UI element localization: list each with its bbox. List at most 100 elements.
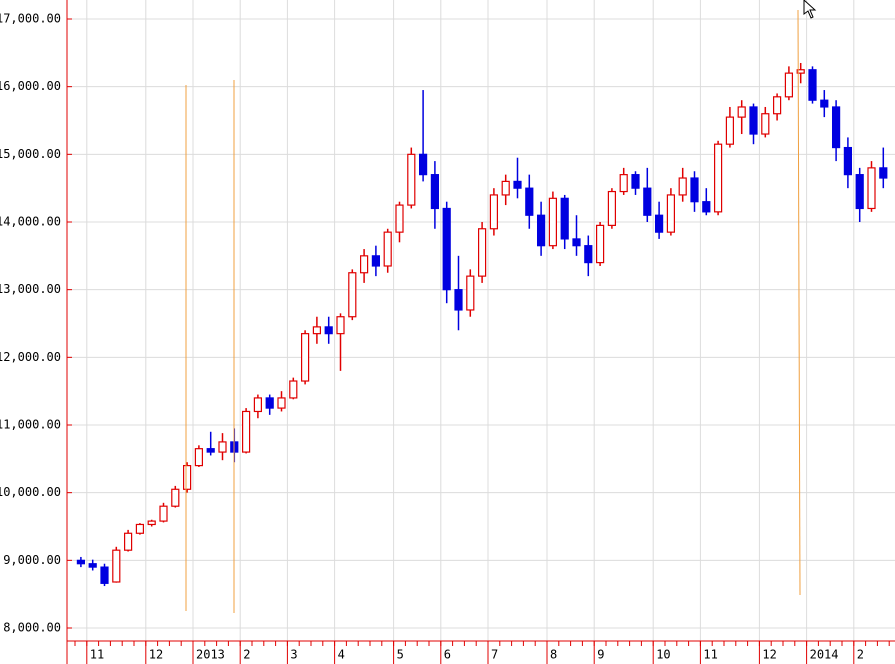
candle-body <box>242 410 251 453</box>
x-tick-label: 5 <box>397 648 404 662</box>
y-tick-label: 13,000.00 <box>0 282 61 296</box>
candle-body <box>466 275 475 311</box>
candle-body <box>737 106 746 118</box>
y-tick-label: 11,000.00 <box>0 418 61 432</box>
candle-body <box>348 272 357 318</box>
candle-body <box>548 197 558 247</box>
x-tick-label: 12 <box>762 648 776 662</box>
x-tick-label: 2014 <box>810 648 839 662</box>
candle-body <box>159 505 168 522</box>
candle-body <box>454 289 463 311</box>
candle-body <box>536 214 546 247</box>
candle-body <box>843 146 853 176</box>
candle-body <box>371 255 380 267</box>
y-tick-label: 9,000.00 <box>3 553 61 567</box>
candle-body <box>253 397 262 413</box>
candle-body <box>360 255 369 274</box>
candle-body <box>725 116 735 145</box>
candle-body <box>796 69 805 74</box>
candle-body <box>123 532 133 551</box>
y-tick-label: 15,000.00 <box>0 147 61 161</box>
candle-body <box>419 153 428 176</box>
candle-body <box>312 326 321 335</box>
candle-body <box>631 174 640 189</box>
candle-body <box>277 397 286 409</box>
candle-body <box>324 326 333 335</box>
x-tick-label: 9 <box>597 648 604 662</box>
candle-body <box>784 72 794 98</box>
candle-body <box>76 559 86 565</box>
candle-body <box>265 397 274 409</box>
candle-body <box>666 194 676 233</box>
candle-body <box>395 204 404 233</box>
x-tick-label: 4 <box>338 648 345 662</box>
y-tick-label: 16,000.00 <box>0 79 61 93</box>
candle-body <box>336 316 345 335</box>
candle-body <box>88 563 97 568</box>
candle-body <box>525 187 534 216</box>
candle-body <box>678 177 687 196</box>
candle-body <box>702 201 711 213</box>
candle-body <box>112 549 121 583</box>
y-tick-label: 10,000.00 <box>0 485 61 499</box>
candle-body <box>289 380 298 399</box>
y-tick-label: 14,000.00 <box>0 215 61 229</box>
x-tick-label: 8 <box>550 648 557 662</box>
candle-body <box>301 333 310 382</box>
x-tick-label: 6 <box>444 648 451 662</box>
candle-body <box>749 106 758 135</box>
candle-body <box>772 96 782 115</box>
candle-body <box>654 214 664 233</box>
candle-body <box>442 207 451 291</box>
candle-body <box>183 465 192 490</box>
y-tick-label: 17,000.00 <box>0 12 61 26</box>
candle-body <box>501 180 510 196</box>
x-tick-label: 7 <box>491 648 498 662</box>
grid <box>67 0 895 641</box>
candle-body <box>513 180 522 189</box>
candle-body <box>489 194 498 230</box>
cursor <box>803 0 817 19</box>
x-tick-label: 10 <box>656 648 670 662</box>
candle-body <box>879 167 888 179</box>
candle-body <box>713 143 723 213</box>
candle-body <box>595 224 605 264</box>
x-tick-label: 3 <box>290 648 297 662</box>
y-tick-label: 8,000.00 <box>3 621 61 635</box>
x-tick-label: 12 <box>149 648 163 662</box>
candle-body <box>607 190 617 226</box>
x-tick-label: 2 <box>857 648 864 662</box>
x-tick-label: 2 <box>243 648 250 662</box>
y-tick-label: 12,000.00 <box>0 350 61 364</box>
candle-body <box>643 187 652 216</box>
candle-body <box>690 177 699 203</box>
candle-body <box>100 566 109 584</box>
x-tick-label: 11 <box>90 648 104 662</box>
candles <box>76 62 888 587</box>
candle-body <box>808 69 817 101</box>
candle-body <box>584 245 593 264</box>
annotation-line <box>797 9 801 596</box>
candle-body <box>619 174 628 193</box>
candle-body <box>218 441 227 453</box>
candle-body <box>194 448 203 467</box>
candle-body <box>855 174 864 210</box>
candle-body <box>430 174 439 210</box>
candle-body <box>820 99 829 108</box>
candle-body <box>171 488 180 507</box>
candle-body <box>206 448 215 453</box>
candle-body <box>572 238 581 247</box>
candle-body <box>761 113 770 135</box>
x-tick-label: 11 <box>703 648 717 662</box>
candle-body <box>478 228 487 277</box>
candle-body <box>135 523 144 534</box>
x-tick-label: 2013 <box>196 648 225 662</box>
candle-body <box>831 106 841 149</box>
candle-body <box>407 153 416 206</box>
candle-body <box>560 197 569 240</box>
candle-body <box>867 167 876 210</box>
candle-body <box>383 231 392 267</box>
axes: 8,000.00 9,000.00 10,000.00 11,000.00 12,000… <box>0 12 890 664</box>
